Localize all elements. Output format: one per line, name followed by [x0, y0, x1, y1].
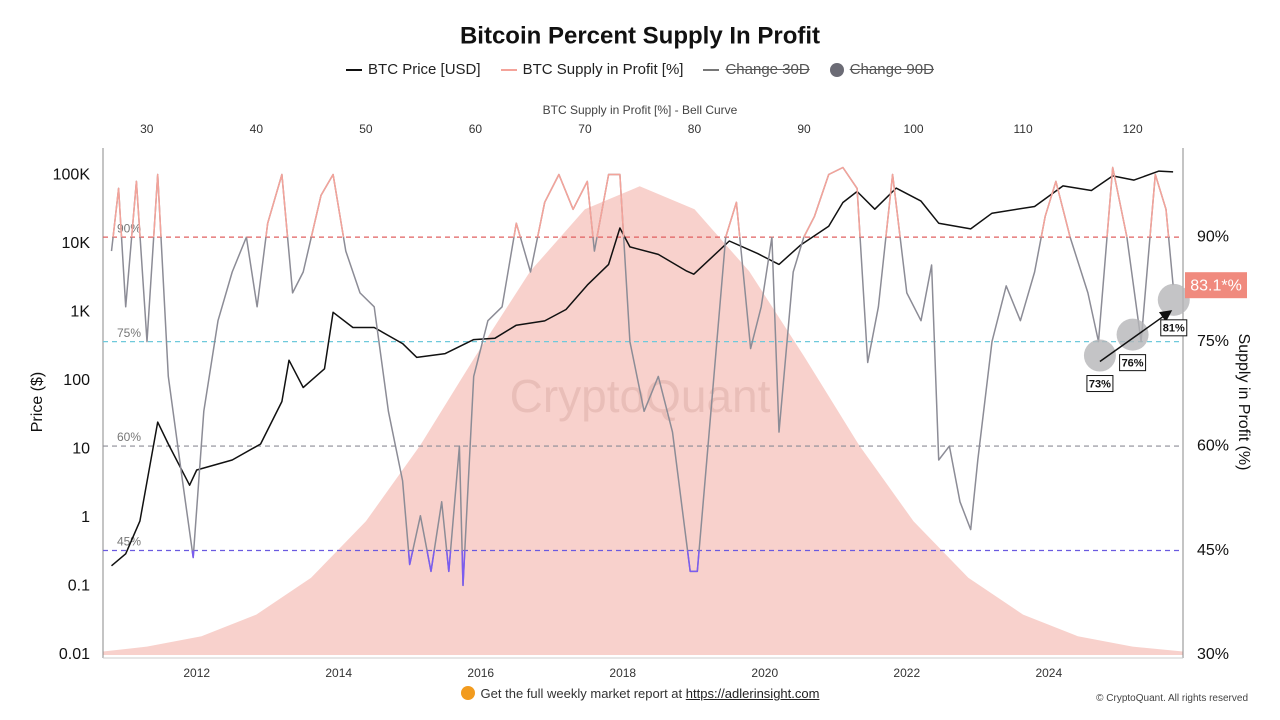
x2-tick-label: 60	[469, 122, 483, 136]
latest-label: 83.1*%	[1190, 277, 1242, 294]
x2-tick-label: 90	[797, 122, 811, 136]
y2-tick-label: 30%	[1197, 646, 1229, 663]
reference-label: 75%	[117, 326, 141, 340]
x2-tick-label: 120	[1123, 122, 1143, 136]
annotation-box	[1086, 375, 1114, 393]
y-tick-label: 1K	[70, 304, 90, 321]
annotation-label: 73%	[1089, 378, 1111, 390]
y2-tick-label: 75%	[1197, 333, 1229, 350]
copyright: © CryptoQuant. All rights reserved	[1096, 693, 1248, 704]
legend: BTC Price [USD] BTC Supply in Profit [%]…	[0, 61, 1280, 78]
legend-label: Change 30D	[725, 61, 810, 78]
annotation-circle	[1157, 283, 1190, 316]
y-tick-label: 0.01	[59, 646, 90, 663]
highlight-line	[112, 166, 1170, 238]
x-tick-label: 2018	[609, 666, 636, 680]
series-line	[111, 170, 1174, 567]
annotation-label: 81%	[1163, 323, 1185, 335]
watermark: CryptoQuant	[510, 370, 771, 422]
annotation-label: 76%	[1122, 358, 1144, 370]
y2-tick-label: 60%	[1197, 437, 1229, 454]
legend-item[interactable]: Change 90D	[829, 61, 934, 78]
y-tick-label: 10K	[62, 235, 91, 252]
legend-item[interactable]: BTC Price [USD]	[346, 61, 481, 78]
legend-label: Change 90D	[849, 61, 934, 78]
legend-swatch	[829, 62, 844, 77]
footer-text: Get the full weekly market report at	[480, 686, 683, 701]
chart-title: Bitcoin Percent Supply In Profit	[460, 22, 820, 49]
x-tick-label: 2020	[751, 666, 778, 680]
footer: Get the full weekly market report at htt…	[0, 686, 1280, 701]
legend-swatch	[703, 68, 720, 71]
annotation-box	[1119, 354, 1147, 372]
reference-label: 60%	[117, 430, 141, 444]
x2-tick-label: 80	[688, 122, 702, 136]
y2-axis-title: Supply in Profit (%)	[1235, 334, 1252, 471]
reference-label: 90%	[117, 221, 141, 235]
x-tick-label: 2024	[1035, 666, 1062, 680]
y2-tick-label: 45%	[1197, 542, 1229, 559]
x2-tick-label: 40	[250, 122, 264, 136]
legend-label: BTC Supply in Profit [%]	[522, 61, 684, 78]
x-tick-label: 2016	[467, 666, 494, 680]
annotation-arrow	[1099, 310, 1173, 363]
legend-swatch	[346, 68, 363, 71]
x2-tick-label: 100	[904, 122, 924, 136]
x2-tick-label: 110	[1014, 122, 1033, 136]
legend-swatch	[500, 68, 517, 71]
annotation-box	[1160, 319, 1188, 337]
coin-icon	[460, 686, 475, 700]
x2-tick-label: 50	[359, 122, 373, 136]
x-tick-label: 2014	[325, 666, 352, 680]
footer-link[interactable]: https://adlerinsight.com	[685, 686, 820, 701]
y-tick-label: 0.1	[68, 578, 90, 595]
y-tick-label: 1	[81, 509, 90, 526]
bell-curve	[103, 186, 1183, 656]
y-tick-label: 10	[72, 441, 90, 458]
reference-label: 45%	[117, 535, 141, 549]
legend-label: BTC Price [USD]	[368, 61, 481, 78]
x-tick-label: 2012	[183, 666, 210, 680]
y-tick-label: 100K	[53, 166, 91, 183]
legend-item[interactable]: Change 30D	[703, 61, 810, 78]
x-tick-label: 2022	[893, 666, 920, 680]
x2-tick-label: 70	[578, 122, 592, 136]
y-tick-label: 100	[63, 372, 90, 389]
y-axis-title: Price ($)	[29, 372, 46, 432]
annotation-circle	[1116, 318, 1149, 351]
y2-tick-label: 90%	[1197, 228, 1229, 245]
x2-axis-title: BTC Supply in Profit [%] - Bell Curve	[543, 103, 738, 117]
x2-tick-label: 30	[140, 122, 154, 136]
latest-badge	[1185, 272, 1247, 299]
annotation-circle	[1083, 339, 1116, 372]
legend-item[interactable]: BTC Supply in Profit [%]	[500, 61, 684, 78]
